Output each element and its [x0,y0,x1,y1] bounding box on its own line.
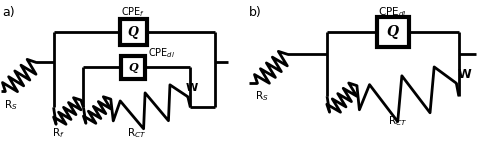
Text: R$_S$: R$_S$ [4,99,18,113]
Text: R$_S$: R$_S$ [255,89,268,103]
Text: R$_{CT}$: R$_{CT}$ [127,126,146,139]
Text: Q: Q [128,62,138,73]
Text: CPE$_f$: CPE$_f$ [121,5,145,19]
Text: b): b) [249,6,262,19]
FancyBboxPatch shape [377,17,408,48]
Text: Q: Q [128,26,138,39]
Text: CPE$_{dl}$: CPE$_{dl}$ [148,46,174,60]
Text: W: W [458,68,471,81]
Text: R$_f$: R$_f$ [52,127,65,141]
Text: CPE$_{dl}$: CPE$_{dl}$ [378,5,407,19]
Text: W: W [186,83,198,93]
FancyBboxPatch shape [121,56,145,79]
Text: a): a) [2,6,15,19]
FancyBboxPatch shape [120,19,146,45]
Text: Q: Q [386,25,399,39]
Text: R$_{CT}$: R$_{CT}$ [388,115,407,128]
